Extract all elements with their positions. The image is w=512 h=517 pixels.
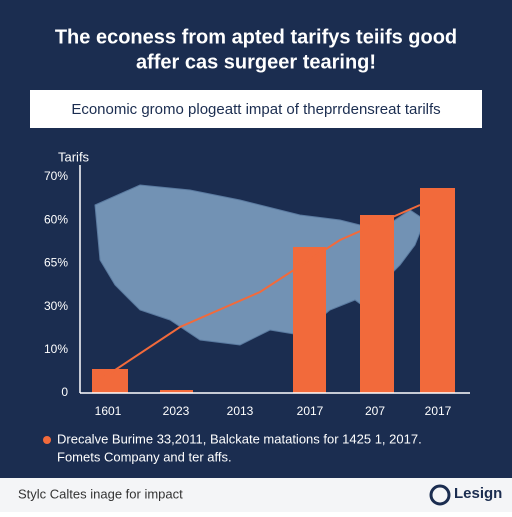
y-label: 60% [44, 212, 68, 226]
title-line: affer cas surgeer tearing! [136, 51, 376, 73]
x-label: 2017 [425, 404, 452, 418]
x-label: 2017 [297, 404, 324, 418]
note-line: Drecalve Burime 33,2011, Balckate matati… [57, 431, 422, 446]
footer-caption: Stylc Caltes inage for impact [18, 486, 183, 501]
x-label: 2013 [227, 404, 254, 418]
x-labels: 1601 2023 2013 2017 207 2017 [95, 404, 452, 418]
bar [360, 215, 394, 393]
logo-icon [429, 484, 451, 506]
y-label: 0 [61, 385, 68, 399]
bar [293, 247, 326, 393]
banner-text: Economic gromo plogeatt impat of theprrd… [71, 101, 440, 118]
axis-title: Tarifs [58, 149, 90, 164]
y-labels: 70% 60% 65% 30% 10% 0 [44, 169, 68, 399]
y-label: 70% [44, 169, 68, 183]
bars [92, 188, 455, 393]
title-line: The econess from apted tarifys teiifs go… [55, 26, 457, 48]
note-bullet [43, 436, 51, 444]
footer [0, 478, 512, 512]
note-line: Fomets Company and ter affs. [57, 449, 232, 464]
x-label: 2023 [163, 404, 190, 418]
banner [30, 90, 482, 128]
bar [160, 390, 193, 393]
trend-line [99, 204, 421, 381]
y-label: 30% [44, 299, 68, 313]
y-label: 65% [44, 256, 68, 270]
logo-text: Lesign [454, 485, 502, 502]
x-label: 207 [365, 404, 385, 418]
y-label: 10% [44, 342, 68, 356]
x-label: 1601 [95, 404, 122, 418]
bar [420, 188, 455, 393]
